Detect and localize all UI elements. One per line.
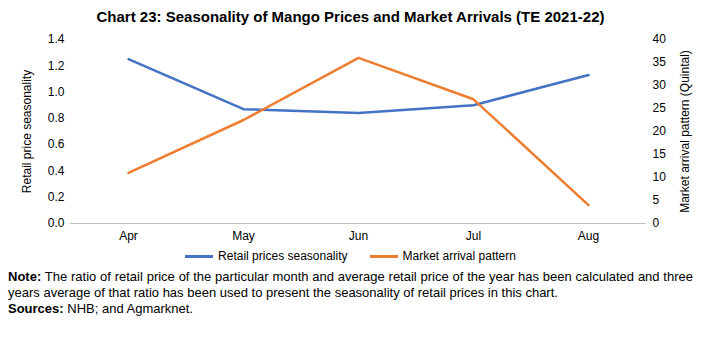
svg-text:25: 25 xyxy=(653,101,667,115)
svg-text:Jun: Jun xyxy=(349,229,368,243)
svg-text:0.4: 0.4 xyxy=(48,164,65,178)
svg-text:Market arrival pattern (Quinta: Market arrival pattern (Quintal) xyxy=(678,50,692,213)
svg-text:10: 10 xyxy=(653,170,667,184)
html-text:Chart 23: Seasonality of Mango: Chart 23: Seasonality of Mango Prices an… xyxy=(96,8,605,25)
svg-text:5: 5 xyxy=(653,193,660,207)
svg-text:0.2: 0.2 xyxy=(48,190,65,204)
svg-text:Apr: Apr xyxy=(119,229,138,243)
svg-text:0.0: 0.0 xyxy=(48,216,65,230)
svg-text:0: 0 xyxy=(653,216,660,230)
svg-text:May: May xyxy=(232,229,255,243)
svg-text:35: 35 xyxy=(653,55,667,69)
svg-text:0.6: 0.6 xyxy=(48,137,65,151)
svg-text:40: 40 xyxy=(653,32,667,46)
svg-text:1.0: 1.0 xyxy=(48,85,65,99)
svg-text:Retail price seasonality: Retail price seasonality xyxy=(20,70,34,193)
svg-text:20: 20 xyxy=(653,124,667,138)
html-text:Market arrival pattern: Market arrival pattern xyxy=(402,249,516,263)
svg-text:Jul: Jul xyxy=(466,229,481,243)
svg-text:15: 15 xyxy=(653,147,667,161)
html-text:Sources: NHB; and Agmarknet.: Sources: NHB; and Agmarknet. xyxy=(8,301,193,316)
svg-text:0.8: 0.8 xyxy=(48,111,65,125)
svg-text:30: 30 xyxy=(653,78,667,92)
html-text:Note: The ratio of retail pric: Note: The ratio of retail price of the p… xyxy=(8,269,693,300)
svg-text:1.4: 1.4 xyxy=(48,32,65,46)
html-text:Retail prices seasonality: Retail prices seasonality xyxy=(218,249,348,263)
svg-text:Aug: Aug xyxy=(578,229,599,243)
svg-text:1.2: 1.2 xyxy=(48,59,65,73)
